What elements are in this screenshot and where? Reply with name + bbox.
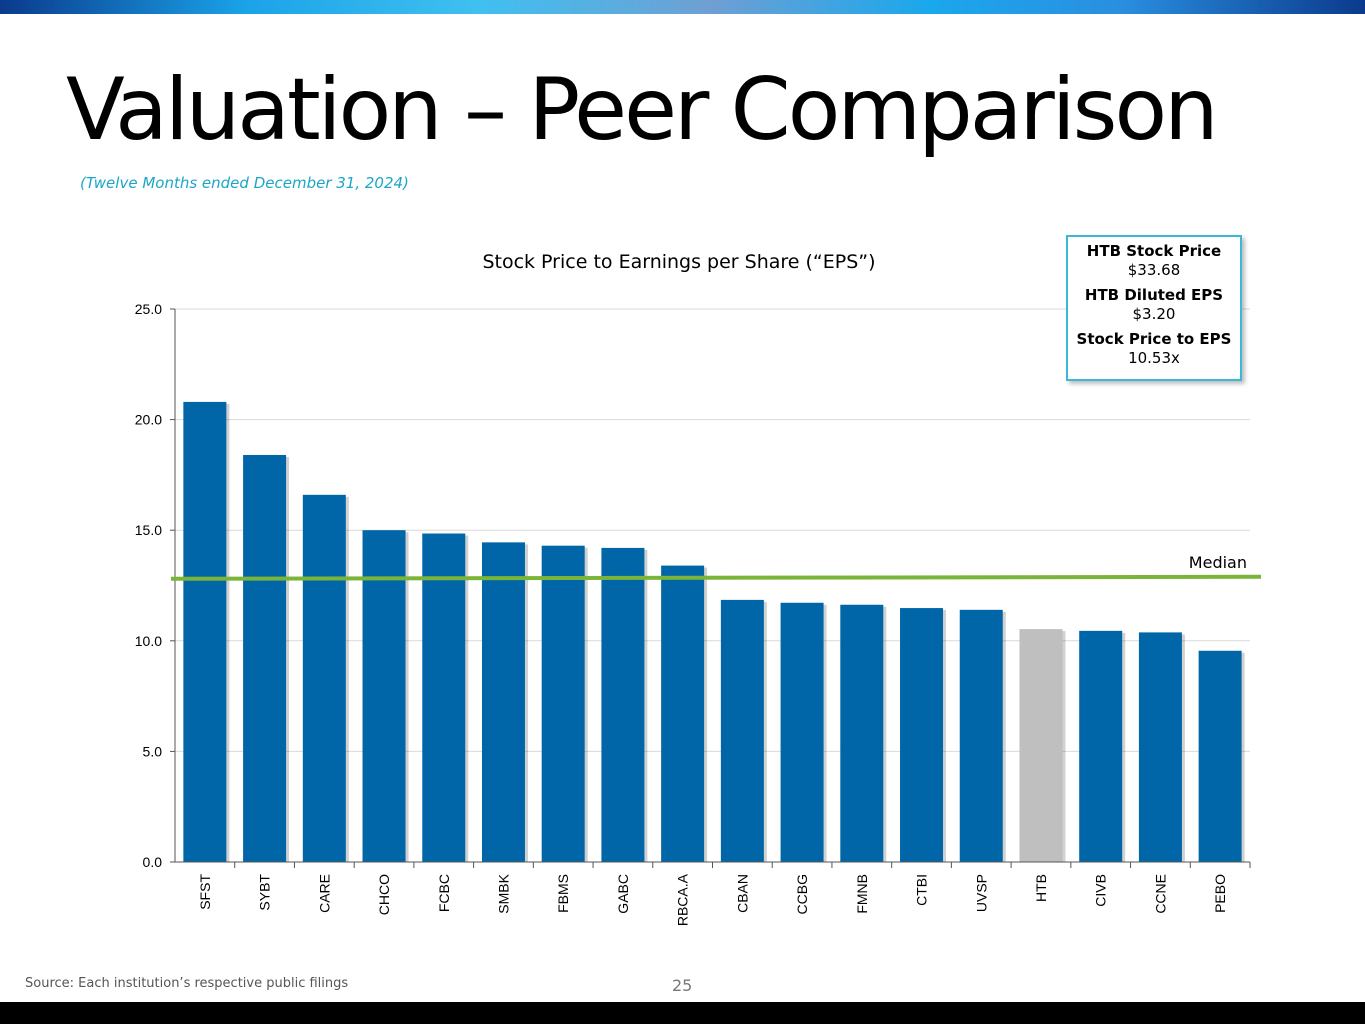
x-tick-label: SYBT — [257, 874, 273, 911]
x-tick-label: CIVB — [1093, 874, 1109, 907]
price-to-eps-value: 10.53x — [1128, 349, 1180, 367]
bar-smbk — [481, 542, 525, 862]
bar-care — [302, 494, 346, 862]
x-tick-label: CARE — [316, 874, 332, 913]
pe-ratio-chart: Stock Price to Earnings per Share (“EPS”… — [135, 251, 1262, 926]
y-tick-label: 15.0 — [135, 522, 162, 538]
bar-sfst — [183, 401, 227, 862]
x-tick-label: CTBI — [914, 874, 930, 906]
x-tick-label: PEBO — [1212, 874, 1228, 913]
stock-price-value: $33.68 — [1127, 261, 1181, 279]
top-gradient-bar — [0, 0, 1365, 14]
x-tick-label: GABC — [615, 874, 631, 914]
source-note: Source: Each institution’s respective pu… — [25, 976, 349, 991]
bar-ccbg — [780, 602, 824, 862]
bar-fcbc — [422, 533, 466, 862]
x-tick-label: RBCA.A — [675, 873, 691, 926]
htb-info-box: HTB Stock Price $33.68 HTB Diluted EPS $… — [1066, 235, 1242, 381]
y-tick-label: 25.0 — [135, 301, 162, 317]
bar-uvsp — [959, 609, 1003, 862]
bar-gabc — [601, 547, 645, 862]
bar-sybt — [243, 454, 287, 862]
diluted-eps-value: $3.20 — [1132, 305, 1176, 323]
bar-fmnb — [840, 604, 884, 862]
x-tick-label: FMNB — [854, 874, 870, 914]
diluted-eps-label: HTB Diluted EPS — [1084, 286, 1224, 304]
median-label: Median — [1189, 553, 1247, 572]
x-tick-label: SMBK — [495, 873, 511, 913]
x-tick-label: SFST — [197, 874, 213, 910]
bar-ccne — [1138, 632, 1182, 862]
x-tick-label: FCBC — [436, 874, 452, 912]
chart-title: Stock Price to Earnings per Share (“EPS”… — [482, 251, 875, 273]
page-title: Valuation – Peer Comparison — [66, 60, 1219, 160]
y-tick-label: 0.0 — [143, 854, 163, 870]
price-to-eps-label: Stock Price to EPS — [1076, 330, 1232, 348]
median-line — [170, 574, 1262, 581]
bar-cban — [720, 599, 764, 862]
bar-ctbi — [900, 608, 944, 862]
page-subtitle: (Twelve Months ended December 31, 2024) — [80, 174, 409, 192]
x-tick-label: CCBG — [794, 874, 810, 914]
x-tick-label: CBAN — [734, 874, 750, 913]
y-tick-label: 5.0 — [143, 743, 163, 759]
x-tick-label: CHCO — [376, 874, 392, 915]
y-tick-label: 10.0 — [135, 633, 162, 649]
bar-chco — [362, 530, 406, 862]
stock-price-label: HTB Stock Price — [1086, 242, 1222, 260]
x-tick-label: UVSP — [973, 874, 989, 912]
page-number: 25 — [672, 976, 693, 995]
x-tick-label: HTB — [1033, 874, 1049, 902]
x-tick-label: CCNE — [1152, 874, 1168, 914]
bar-pebo — [1198, 650, 1242, 862]
y-tick-label: 20.0 — [135, 412, 162, 428]
bar-fbms — [541, 545, 585, 862]
x-tick-label: FBMS — [555, 874, 571, 913]
bar-civb — [1079, 630, 1123, 862]
bar-rbca-a — [661, 565, 705, 862]
bottom-bar — [0, 1002, 1365, 1024]
bar-htb — [1019, 629, 1063, 862]
